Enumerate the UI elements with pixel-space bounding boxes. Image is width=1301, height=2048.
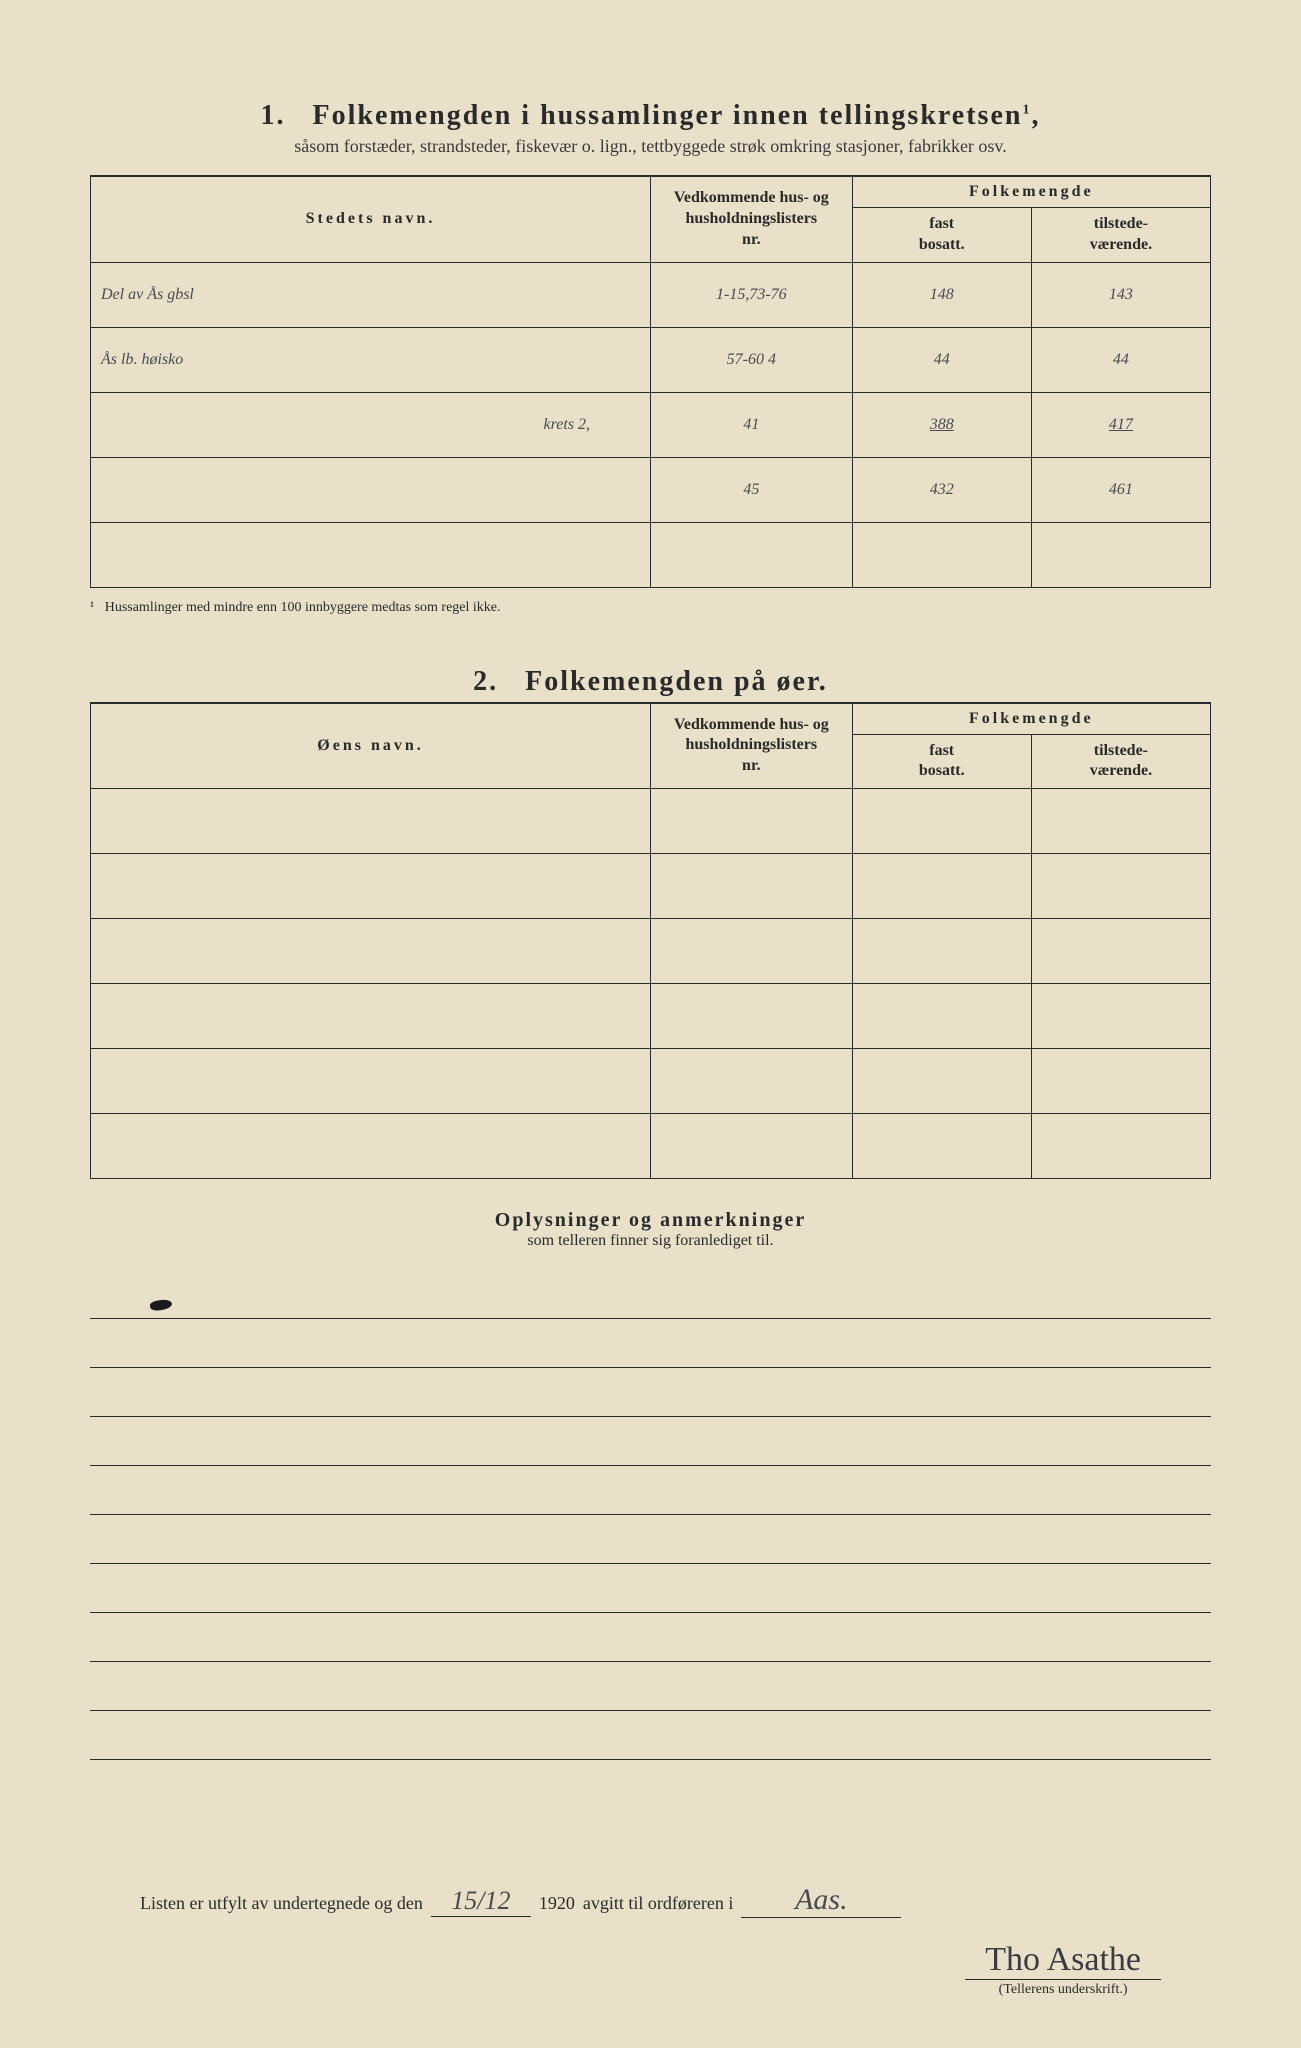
th-fast: fast bosatt. — [852, 208, 1031, 263]
th-group: Folkemengde — [852, 176, 1210, 208]
th-til: tilstede- værende. — [1031, 208, 1210, 263]
ruled-line — [90, 1662, 1211, 1711]
ruled-line — [90, 1466, 1211, 1515]
section1-subtitle: såsom forstæder, strandsteder, fiskevær … — [90, 136, 1211, 157]
section1-tbody: Del av Ås gbsl 1-15,73-76 148 143 Ås lb.… — [91, 262, 1211, 587]
ruled-line — [90, 1319, 1211, 1368]
remarks-lines — [90, 1270, 1211, 1760]
signature-label: (Tellerens underskrift.) — [965, 1982, 1161, 1998]
signature: Tho Asathe — [965, 1941, 1161, 1980]
cell-fast: 432 — [852, 457, 1031, 522]
cell-til: 461 — [1031, 457, 1210, 522]
footer-year: 1920 — [539, 1893, 575, 1914]
th-fast: fast bosatt. — [852, 734, 1031, 789]
th-name: Øens navn. — [91, 703, 651, 789]
cell-name: Ås lb. høisko — [91, 327, 651, 392]
table-row: Ås lb. høisko 57-60 4 44 44 — [91, 327, 1211, 392]
table-row — [91, 984, 1211, 1049]
cell-til: 143 — [1031, 262, 1210, 327]
footnote-marker: ¹ — [90, 600, 94, 615]
table-row — [91, 522, 1211, 587]
footnote-text: Hussamlinger med mindre enn 100 innbygge… — [105, 600, 501, 615]
section1-title-text: Folkemengden i hussamlinger innen tellin… — [313, 100, 1023, 131]
cell-til: 417 — [1031, 392, 1210, 457]
footer-place: Aas. — [741, 1883, 901, 1918]
ruled-line — [90, 1711, 1211, 1760]
ruled-line — [90, 1270, 1211, 1319]
cell-name: krets 2, — [91, 392, 651, 457]
cell-nr: 41 — [651, 392, 853, 457]
cell-name — [91, 522, 651, 587]
th-til: tilstede- værende. — [1031, 734, 1210, 789]
section2-title-text: Folkemengden på øer. — [525, 666, 828, 697]
section1-table: Stedets navn. Vedkommende hus- og hushol… — [90, 175, 1211, 588]
ink-blot — [149, 1298, 172, 1312]
footer-line: Listen er utfylt av undertegnede og den … — [140, 1883, 1161, 1918]
ruled-line — [90, 1515, 1211, 1564]
th-name: Stedets navn. — [91, 176, 651, 262]
ruled-line — [90, 1368, 1211, 1417]
footer-after: avgitt til ordføreren i — [583, 1893, 733, 1914]
cell-til: 44 — [1031, 327, 1210, 392]
section1-footnote: ¹ Hussamlinger med mindre enn 100 innbyg… — [90, 600, 1211, 616]
table-row: Del av Ås gbsl 1-15,73-76 148 143 — [91, 262, 1211, 327]
ruled-line — [90, 1613, 1211, 1662]
th-nr: Vedkommende hus- og husholdningslisters … — [651, 703, 853, 789]
table-row: krets 2, 41 388 417 — [91, 392, 1211, 457]
table-row — [91, 1049, 1211, 1114]
cell-nr — [651, 522, 853, 587]
table-row: 45 432 461 — [91, 457, 1211, 522]
ruled-line — [90, 1564, 1211, 1613]
cell-fast — [852, 522, 1031, 587]
cell-fast: 148 — [852, 262, 1031, 327]
section1-number: 1. — [261, 100, 286, 131]
table-row — [91, 854, 1211, 919]
remarks-subtitle: som telleren finner sig foranlediget til… — [90, 1232, 1211, 1250]
section2-tbody — [91, 789, 1211, 1179]
footer-date: 15/12 — [431, 1886, 531, 1917]
cell-fast: 44 — [852, 327, 1031, 392]
cell-nr: 45 — [651, 457, 853, 522]
section1-superscript: 1 — [1022, 103, 1031, 118]
remarks-title: Oplysninger og anmerkninger — [90, 1209, 1211, 1232]
footer-before: Listen er utfylt av undertegnede og den — [140, 1893, 423, 1914]
document-page: 1. Folkemengden i hussamlinger innen tel… — [0, 0, 1301, 2048]
section2-title: 2. Folkemengden på øer. — [90, 666, 1211, 698]
signature-area: Tho Asathe (Tellerens underskrift.) — [965, 1941, 1161, 1998]
cell-name — [91, 457, 651, 522]
section1-title: 1. Folkemengden i hussamlinger innen tel… — [90, 100, 1211, 132]
cell-name: Del av Ås gbsl — [91, 262, 651, 327]
table-row — [91, 919, 1211, 984]
cell-nr: 1-15,73-76 — [651, 262, 853, 327]
th-group: Folkemengde — [852, 703, 1210, 735]
th-nr: Vedkommende hus- og husholdningslisters … — [651, 176, 853, 262]
table-row — [91, 1114, 1211, 1179]
section2-table: Øens navn. Vedkommende hus- og husholdni… — [90, 702, 1211, 1180]
cell-til — [1031, 522, 1210, 587]
cell-nr: 57-60 4 — [651, 327, 853, 392]
table-row — [91, 789, 1211, 854]
cell-fast: 388 — [852, 392, 1031, 457]
ruled-line — [90, 1417, 1211, 1466]
section2-number: 2. — [473, 666, 498, 697]
